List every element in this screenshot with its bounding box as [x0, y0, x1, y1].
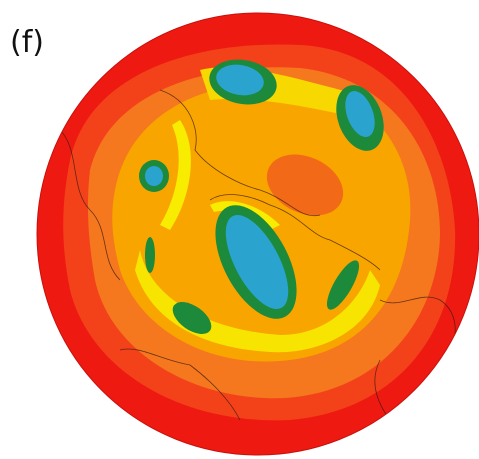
blue-core [145, 166, 163, 186]
green-rim [145, 237, 155, 273]
polar-map [37, 13, 479, 455]
map-figure: (f) [0, 0, 479, 459]
panel-label: (f) [10, 25, 44, 60]
